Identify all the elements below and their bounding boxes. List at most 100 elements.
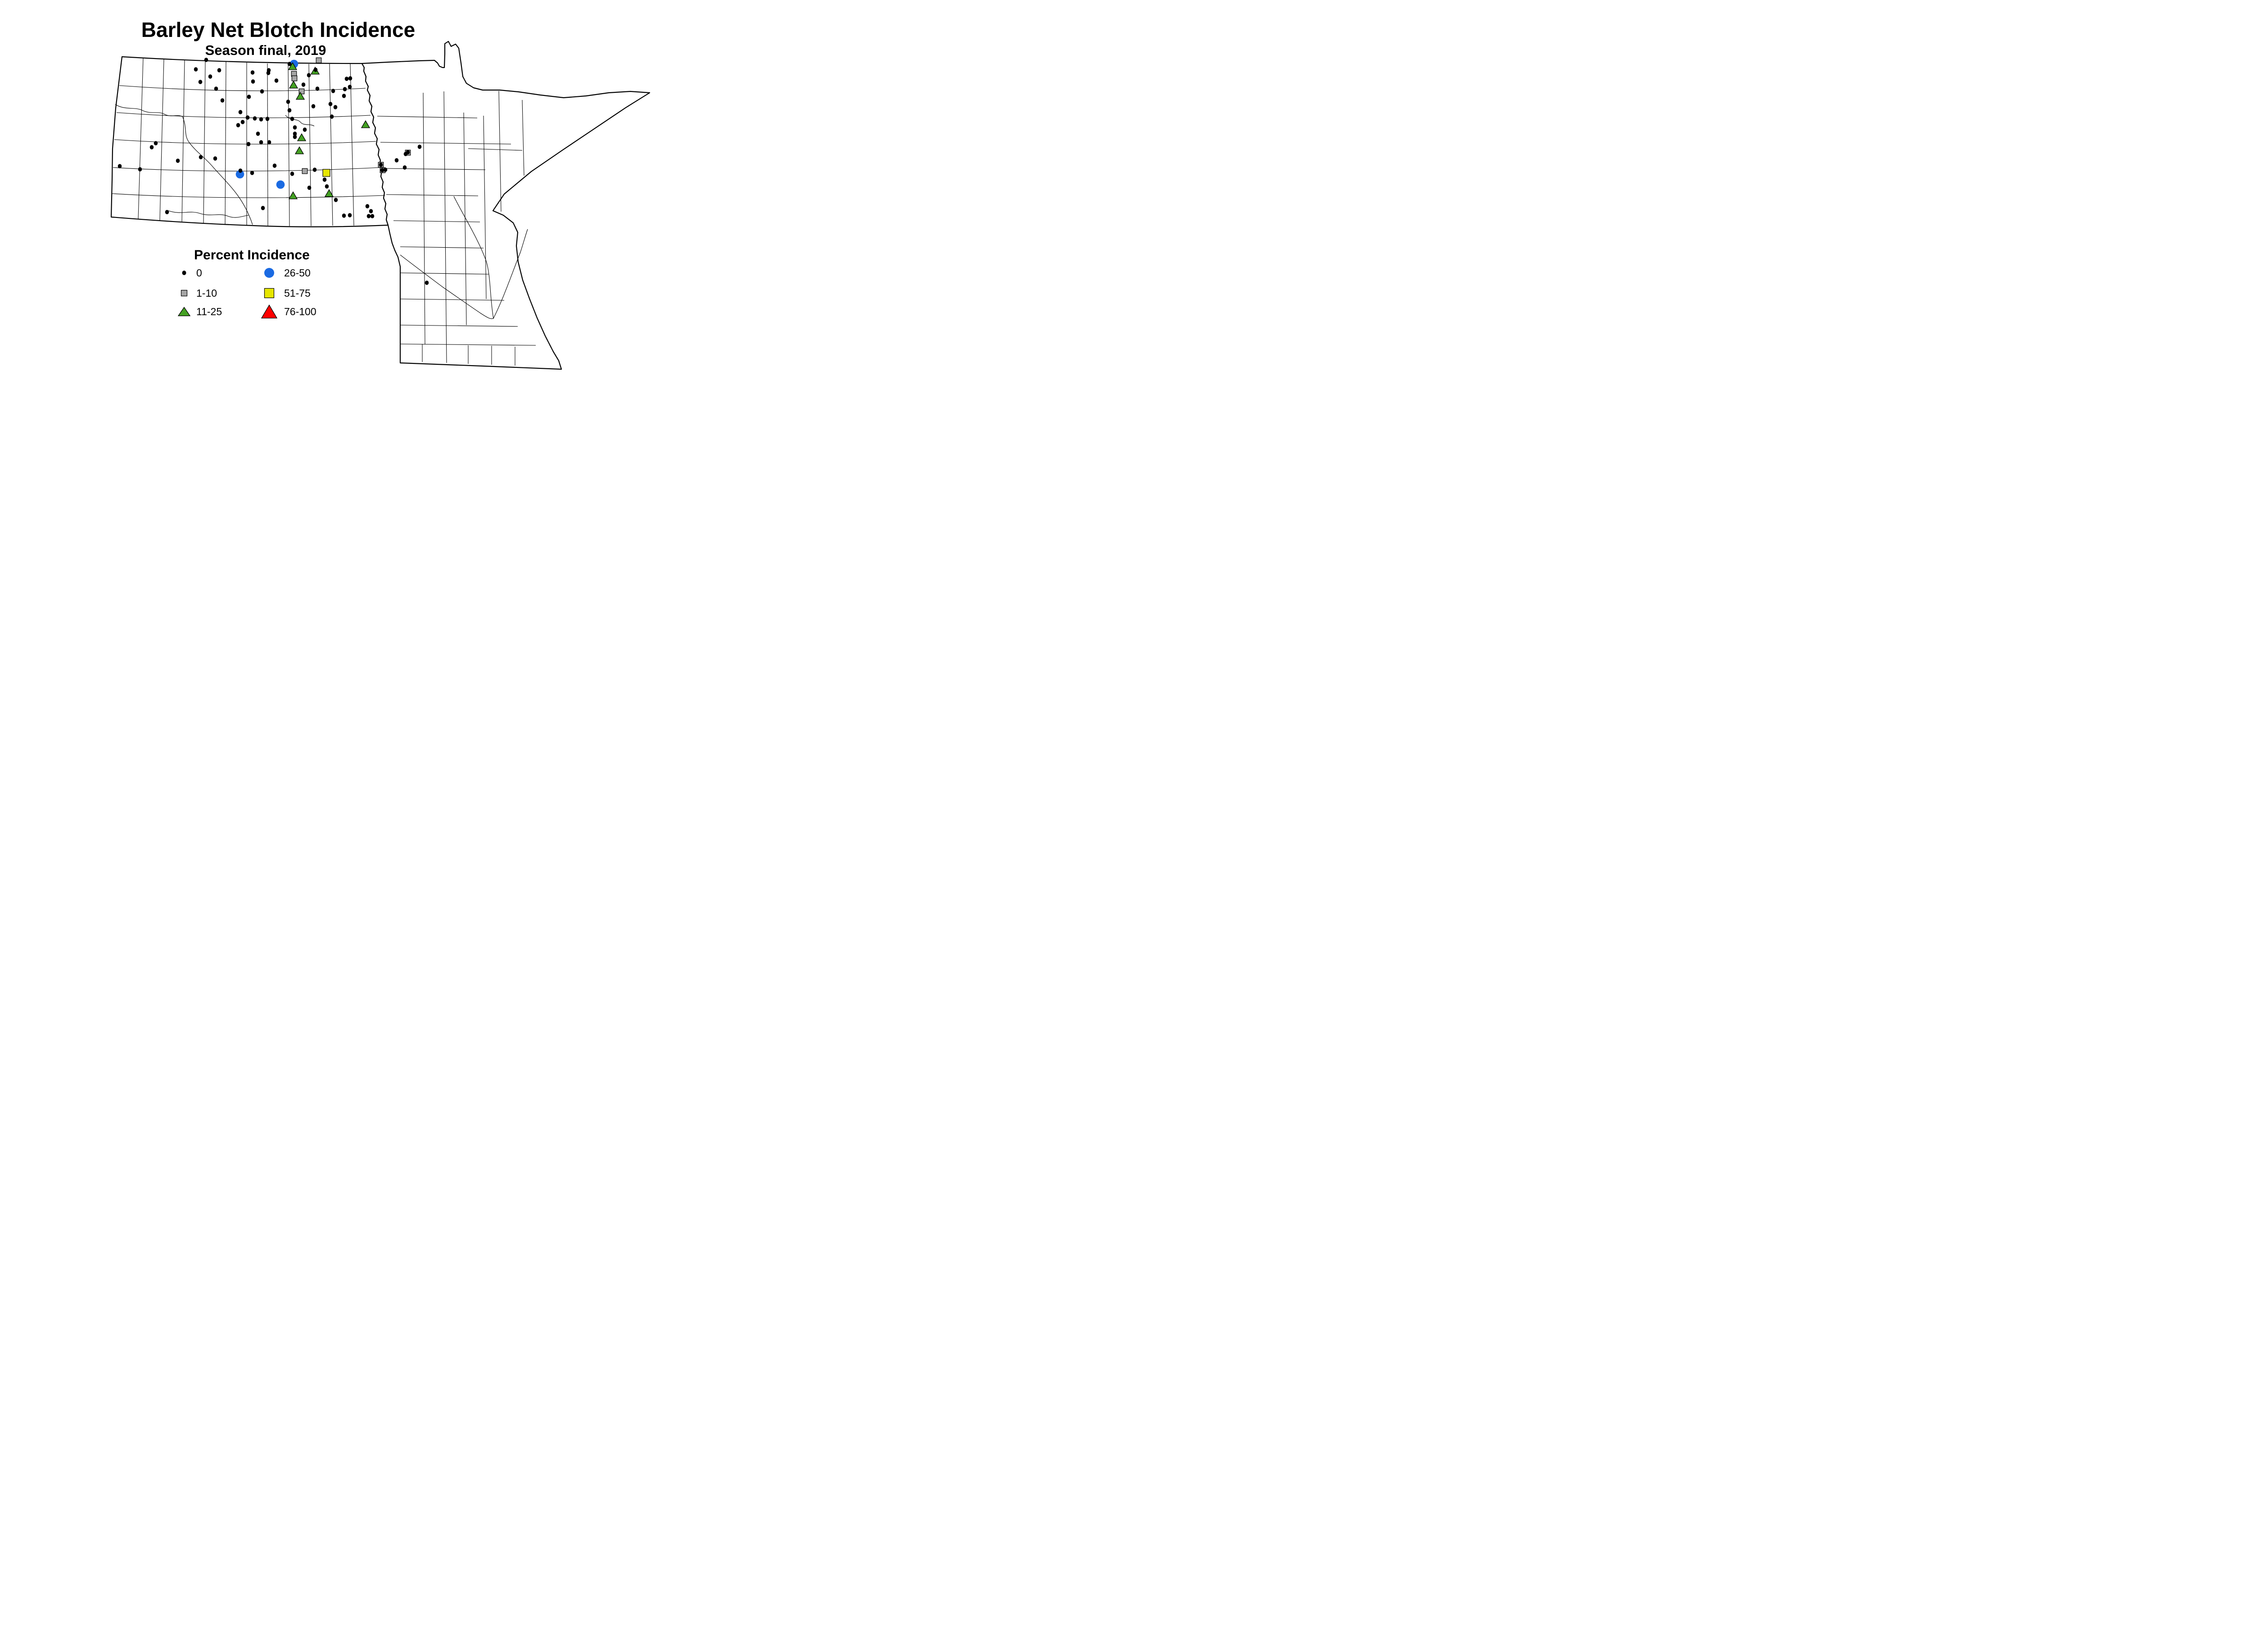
map-marker-0	[217, 68, 221, 72]
map-marker-0	[214, 86, 218, 91]
map-marker-0	[366, 214, 371, 218]
legend-symbol-51-75	[264, 288, 275, 299]
map-marker-0	[402, 165, 407, 170]
map-marker-0	[204, 58, 208, 62]
map-marker-0	[176, 158, 180, 163]
map-data-points	[118, 57, 429, 285]
map-marker-0	[312, 167, 317, 172]
map-marker-0	[369, 209, 373, 213]
map-marker-11-25	[295, 91, 305, 100]
map-marker-0	[287, 62, 292, 66]
map-marker-0	[240, 120, 245, 124]
map-marker-0	[251, 79, 255, 84]
map-marker-0	[213, 156, 217, 161]
map-marker-26-50	[276, 180, 285, 189]
map-marker-0	[333, 105, 338, 109]
map-marker-0	[259, 140, 263, 145]
map-marker-0	[330, 114, 334, 119]
map-marker-0	[265, 117, 270, 121]
map-marker-0	[274, 78, 279, 83]
map-marker-0	[208, 74, 212, 79]
map-marker-0	[365, 204, 370, 208]
legend: Percent Incidence 0 1-10 11-25 26-50 51-75 76…	[177, 248, 316, 319]
map-marker-0	[342, 213, 346, 218]
map-marker-11-25	[324, 189, 334, 197]
map-marker-0	[236, 123, 240, 127]
map-marker-0	[287, 108, 292, 113]
map-marker-0	[247, 95, 251, 99]
map-marker-26-50	[235, 170, 244, 179]
map-marker-0	[199, 155, 203, 159]
map-marker-0	[380, 168, 384, 172]
map-marker-11-25	[361, 120, 371, 128]
map-marker-0	[403, 152, 408, 156]
map-marker-0	[370, 214, 375, 218]
map-marker-0	[149, 145, 154, 149]
map-marker-0	[261, 206, 265, 210]
legend-symbol-11-25	[177, 307, 191, 317]
map-marker-0	[311, 104, 316, 109]
map-marker-0	[266, 71, 271, 75]
map-marker-0	[250, 171, 254, 175]
map-marker-0	[165, 210, 169, 214]
rivers	[115, 104, 528, 319]
map-marker-0	[301, 82, 306, 87]
map-marker-0	[328, 102, 333, 106]
map-marker-0	[325, 184, 329, 189]
map-marker-0	[315, 86, 320, 91]
map-marker-0	[290, 117, 294, 121]
map-marker-0	[154, 141, 158, 145]
map-marker-0	[307, 73, 311, 77]
map-marker-0	[198, 80, 203, 84]
legend-label-76-100: 76-100	[284, 306, 316, 317]
map-marker-0	[344, 77, 349, 81]
legend-label-11-25: 11-25	[196, 306, 222, 317]
map-marker-0	[260, 89, 264, 94]
page-subtitle: Season final, 2019	[205, 42, 326, 58]
map-marker-0	[307, 186, 312, 190]
map-marker-0	[348, 76, 353, 81]
map-marker-0	[322, 177, 327, 182]
missouri-river	[115, 104, 253, 225]
map-marker-51-75	[322, 169, 330, 177]
map-marker-0	[348, 85, 352, 89]
legend-label-0: 0	[196, 267, 202, 279]
map-marker-11-25	[288, 191, 298, 199]
map-marker-0	[303, 127, 307, 132]
legend-symbol-76-100	[261, 304, 278, 319]
map-marker-1-10	[291, 75, 298, 81]
map-marker-0	[383, 167, 388, 172]
map-marker-0	[417, 145, 422, 149]
legend-title: Percent Incidence	[194, 248, 310, 263]
map-marker-0	[348, 213, 352, 217]
map-marker-0	[220, 98, 225, 103]
north-dakota-county-lines	[112, 58, 385, 226]
map-marker-1-10	[316, 57, 322, 63]
map-marker-0	[379, 163, 383, 167]
map-marker-11-25	[288, 62, 298, 70]
map-marker-0	[342, 94, 346, 98]
map-marker-0	[394, 158, 399, 163]
map-marker-0	[250, 70, 255, 75]
map-marker-0	[253, 116, 257, 121]
map-marker-0	[118, 164, 122, 168]
page-title: Barley Net Blotch Incidence	[141, 18, 415, 41]
map-marker-0	[238, 110, 243, 114]
map-marker-0	[238, 168, 243, 173]
map-figure: Barley Net Blotch Incidence Season final…	[0, 0, 693, 372]
map-marker-0	[425, 281, 429, 285]
map-marker-0	[256, 131, 260, 136]
map-marker-0	[138, 167, 142, 172]
map-marker-0	[293, 125, 297, 130]
map-marker-0	[272, 163, 277, 168]
map-marker-0	[334, 198, 338, 202]
minnesota-county-lines	[377, 91, 536, 366]
legend-label-51-75: 51-75	[284, 287, 311, 299]
map-marker-0	[331, 89, 335, 93]
map-marker-1-10	[298, 88, 305, 95]
legend-label-26-50: 26-50	[284, 267, 311, 279]
legend-symbol-26-50	[264, 268, 274, 278]
map-marker-0	[290, 172, 294, 176]
map-marker-0	[267, 140, 271, 145]
cannonball-river	[168, 210, 249, 218]
